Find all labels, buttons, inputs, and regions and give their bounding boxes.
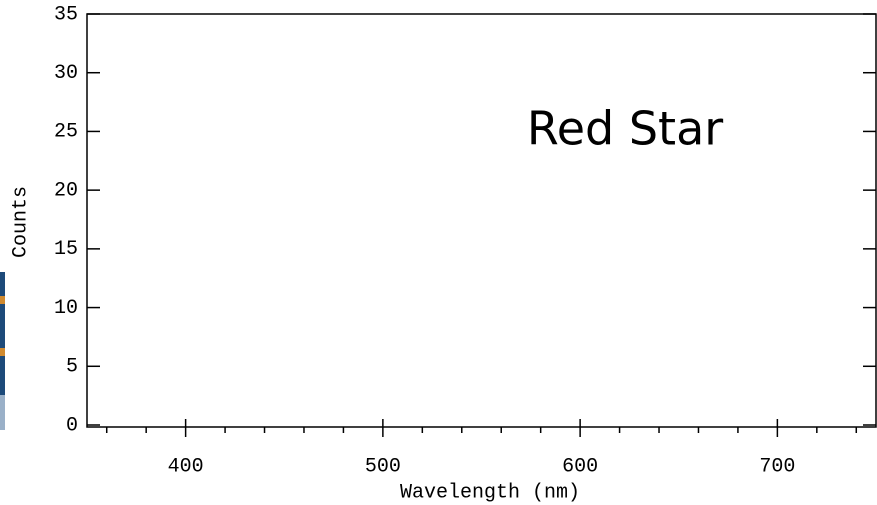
y-tick-label: 20 bbox=[54, 179, 78, 202]
x-tick-label: 700 bbox=[759, 455, 795, 478]
background-image-fragment bbox=[0, 272, 5, 430]
x-tick-label: 400 bbox=[168, 455, 204, 478]
y-tick-label: 10 bbox=[54, 297, 78, 320]
x-axis-label: Wavelength (nm) bbox=[400, 481, 580, 504]
y-tick-label: 15 bbox=[54, 238, 78, 261]
y-tick-label: 25 bbox=[54, 121, 78, 144]
y-axis-label: Counts bbox=[9, 186, 32, 258]
y-tick-label: 35 bbox=[54, 3, 78, 26]
plot-frame bbox=[86, 13, 877, 428]
x-tick-label: 500 bbox=[365, 455, 401, 478]
y-tick-label: 5 bbox=[66, 356, 78, 379]
x-tick-label: 600 bbox=[562, 455, 598, 478]
y-tick-label: 0 bbox=[66, 414, 78, 437]
annotation: Red Star bbox=[527, 102, 723, 156]
y-tick-label: 30 bbox=[54, 62, 78, 85]
